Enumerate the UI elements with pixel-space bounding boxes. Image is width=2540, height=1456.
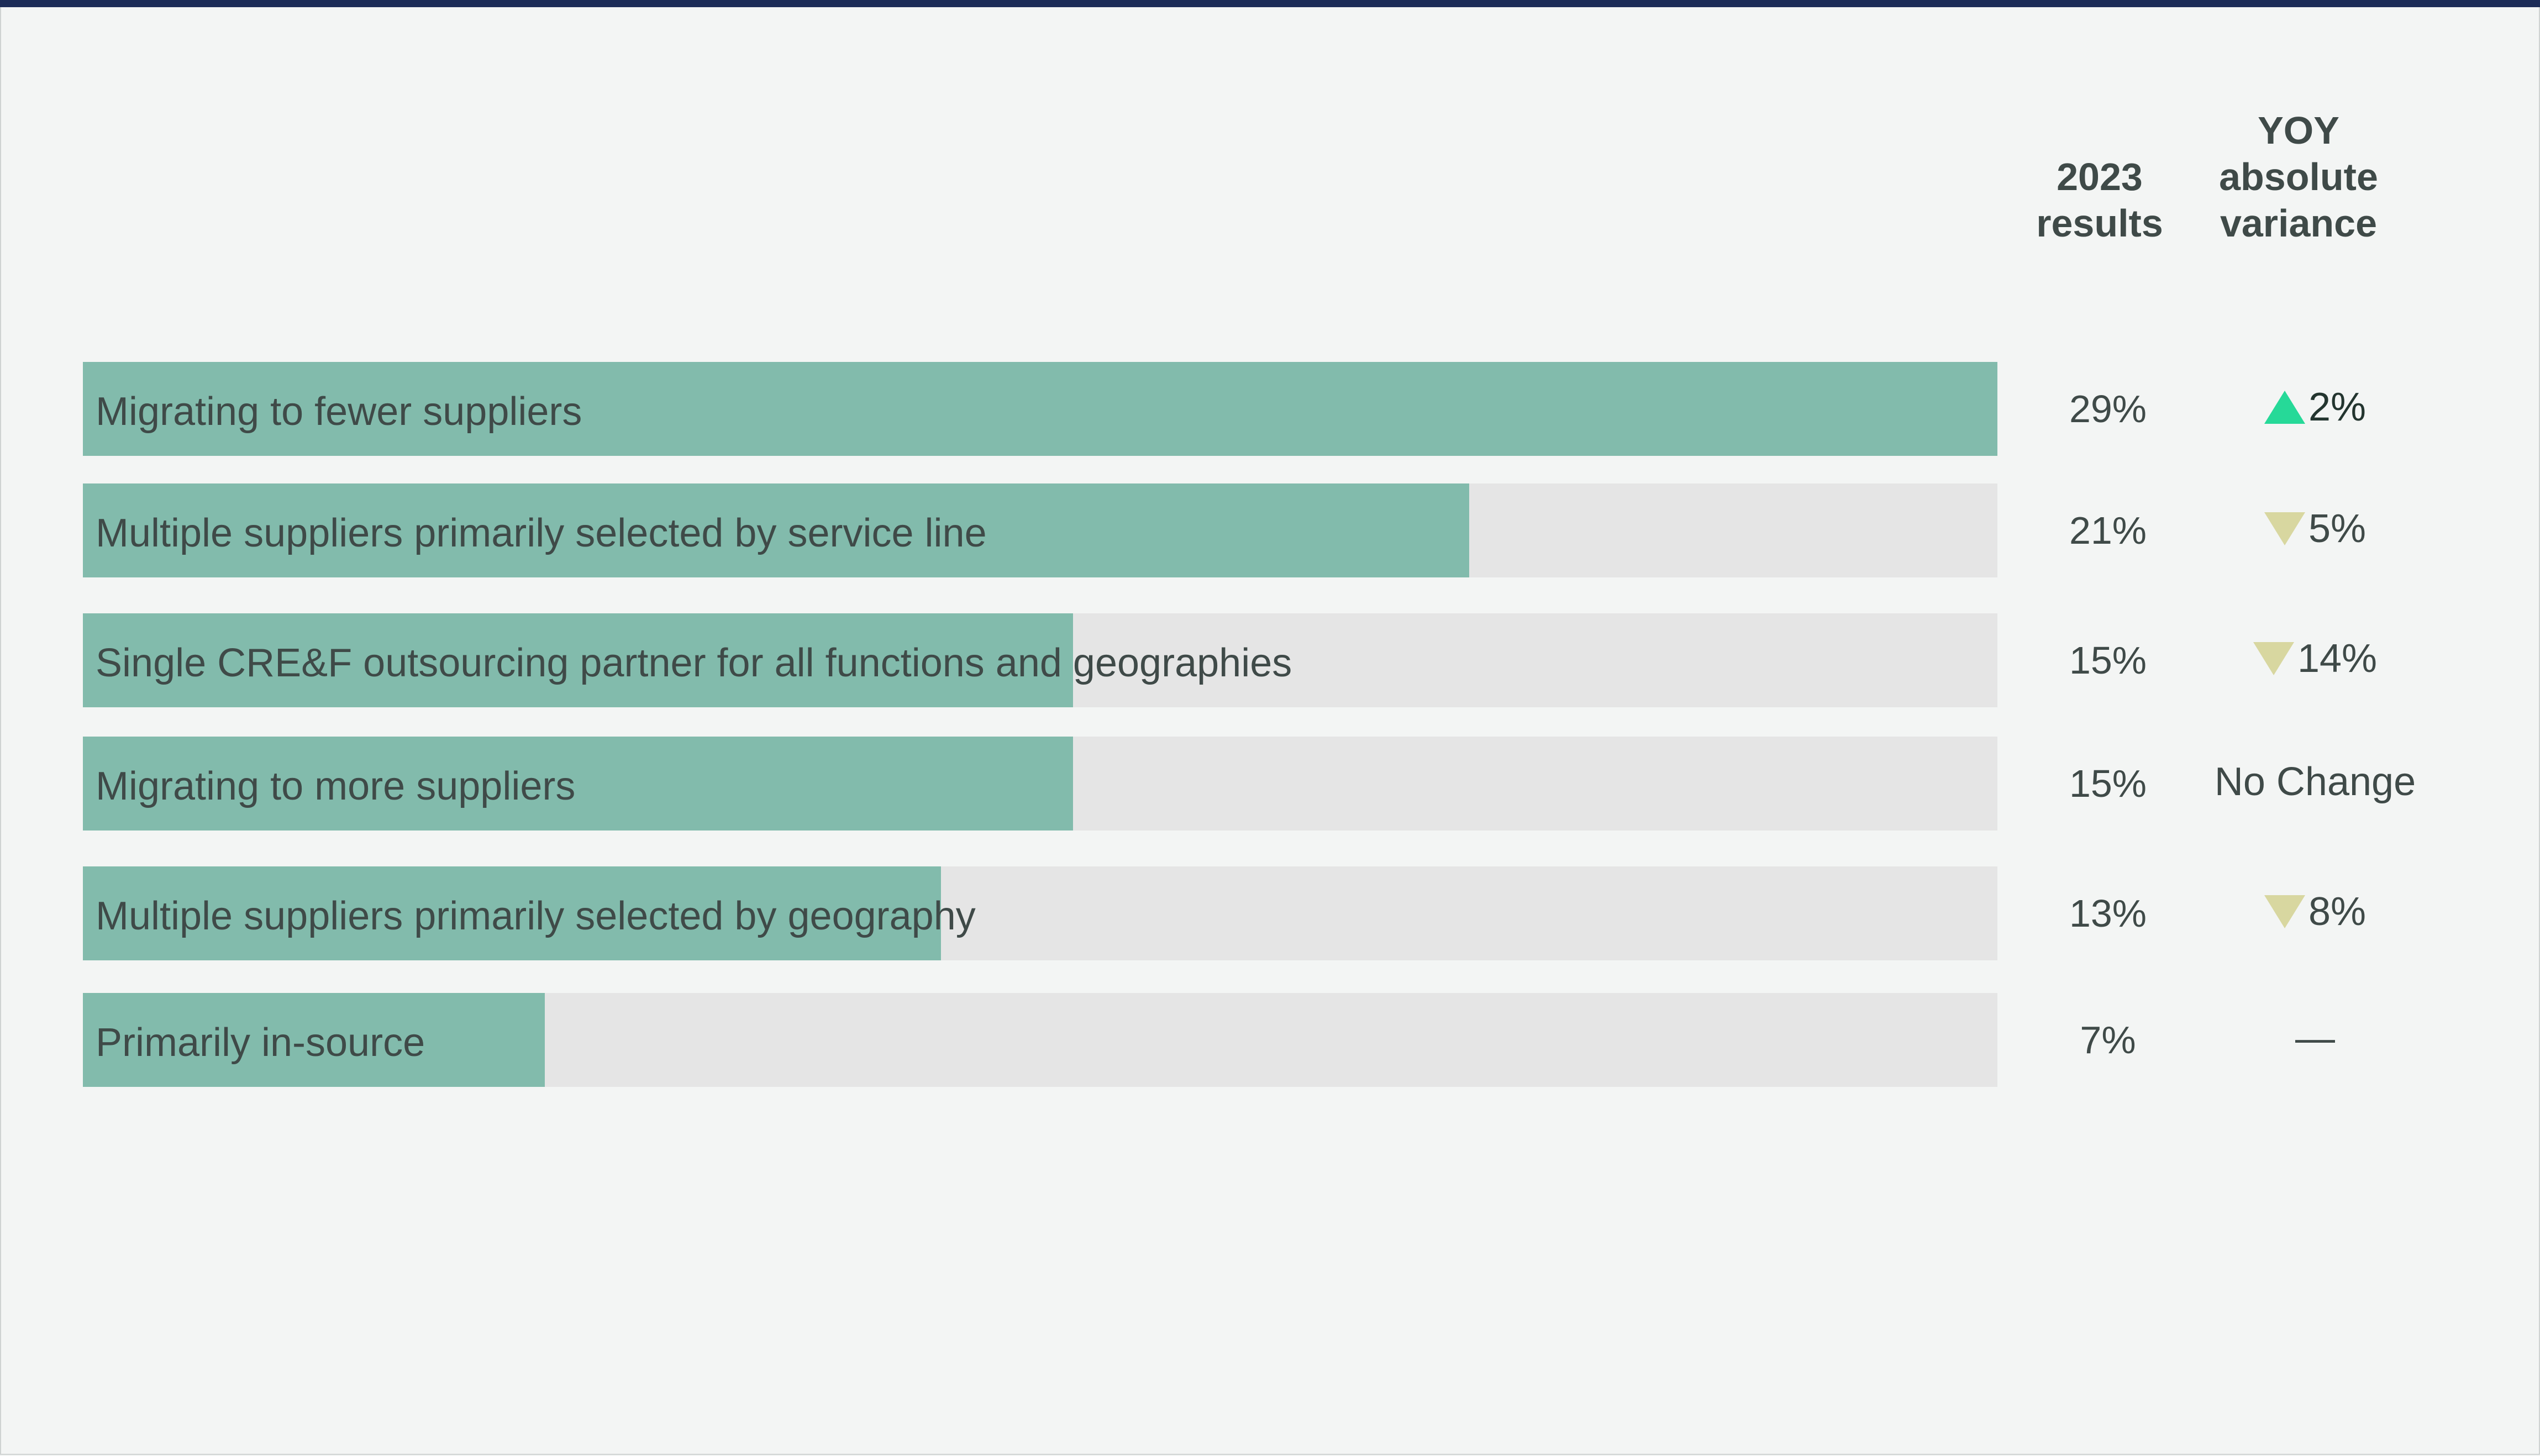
result-value: 29% xyxy=(2069,387,2147,430)
bar-track: Migrating to more suppliers xyxy=(83,737,1997,831)
category-label: Multiple suppliers primarily selected by… xyxy=(96,511,987,555)
category-label: Single CRE&F outsourcing partner for all… xyxy=(96,641,1292,685)
triangle-up-icon xyxy=(2264,391,2305,424)
result-value: 15% xyxy=(2069,762,2147,805)
variance-header-line-1: YOY xyxy=(2258,109,2339,152)
variance-header-line-3: variance xyxy=(2220,202,2378,245)
variance-value: — xyxy=(2177,991,2453,1085)
bar xyxy=(83,993,545,1087)
bar-track: Multiple suppliers primarily selected by… xyxy=(83,866,1997,960)
variance-value: 5% xyxy=(2177,482,2453,576)
bar xyxy=(83,737,1073,831)
variance-text: No Change xyxy=(2214,760,2416,804)
bar-track: Multiple suppliers primarily selected by… xyxy=(83,483,1997,577)
result-value: 15% xyxy=(2069,639,2147,682)
variance-text: 8% xyxy=(2308,890,2367,934)
bar xyxy=(83,483,1469,577)
results-column-header: 2023 results xyxy=(2011,154,2188,246)
category-label: Primarily in-source xyxy=(96,1021,425,1065)
triangle-down-icon xyxy=(2253,642,2294,675)
bar-track: Migrating to fewer suppliers xyxy=(83,362,1997,456)
category-label: Migrating to more suppliers xyxy=(96,764,576,808)
results-header-line-1: 2023 xyxy=(2057,155,2143,198)
variance-text: — xyxy=(2295,1016,2335,1060)
category-label: Migrating to fewer suppliers xyxy=(96,390,582,434)
variance-text: 14% xyxy=(2297,637,2378,681)
variance-value: 8% xyxy=(2177,865,2453,959)
variance-text: 2% xyxy=(2308,385,2367,429)
top-accent-bar xyxy=(0,0,2540,7)
variance-value: No Change xyxy=(2177,735,2453,829)
triangle-down-icon xyxy=(2264,895,2305,928)
category-label: Multiple suppliers primarily selected by… xyxy=(96,894,976,938)
result-value: 7% xyxy=(2080,1018,2136,1061)
variance-value: 14% xyxy=(2177,612,2453,706)
bar xyxy=(83,866,941,960)
variance-header-line-2: absolute xyxy=(2219,155,2378,198)
bar xyxy=(83,613,1073,707)
bar-track: Primarily in-source xyxy=(83,993,1997,1087)
results-header-line-2: results xyxy=(2036,202,2163,245)
result-value: 21% xyxy=(2069,509,2147,552)
bar-track: Single CRE&F outsourcing partner for all… xyxy=(83,613,1997,707)
variance-value: 2% xyxy=(2177,360,2453,454)
variance-column-header: YOY absolute variance xyxy=(2188,107,2409,246)
triangle-down-icon xyxy=(2264,512,2305,545)
result-value: 13% xyxy=(2069,892,2147,935)
bar xyxy=(83,362,1997,456)
variance-text: 5% xyxy=(2308,507,2367,551)
